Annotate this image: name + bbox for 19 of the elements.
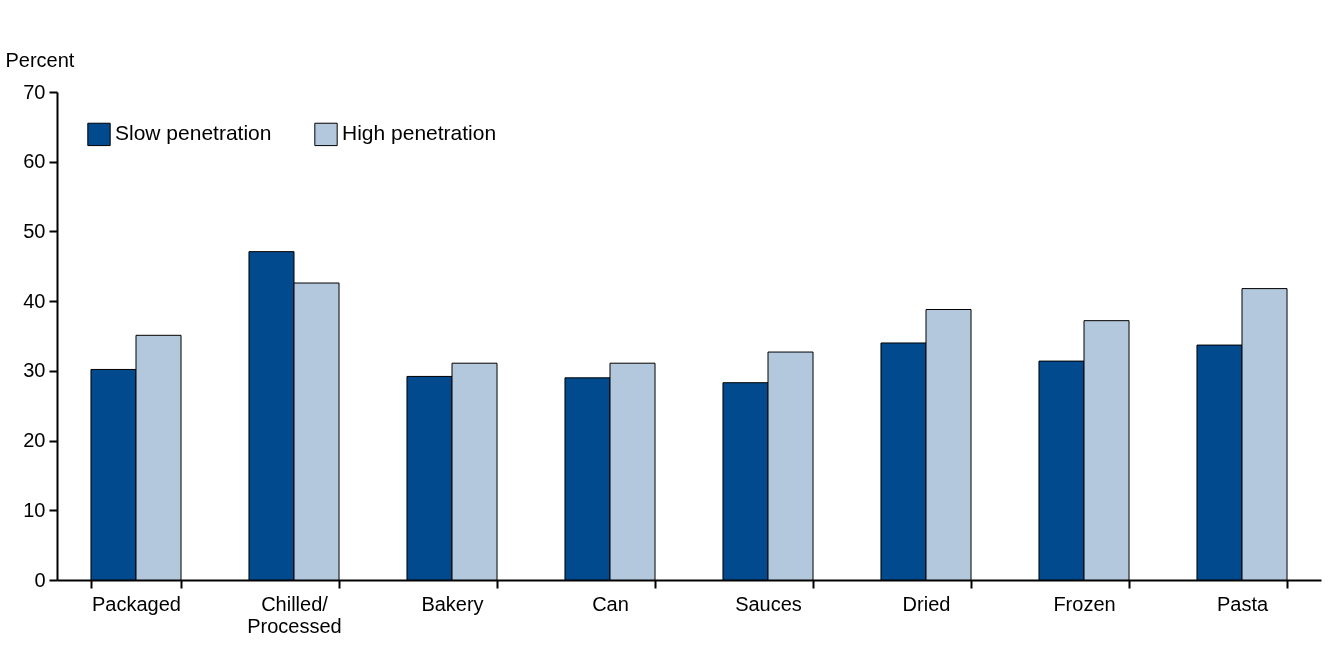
y-tick-label: 70 bbox=[23, 80, 46, 103]
x-tick-label: Frozen bbox=[1053, 592, 1116, 615]
y-tick-label: 40 bbox=[23, 289, 46, 312]
y-tick-label: 30 bbox=[23, 359, 46, 382]
y-tick-label: 60 bbox=[23, 150, 46, 173]
x-tick-label: Packaged bbox=[92, 592, 181, 615]
x-tick-label: Can bbox=[592, 592, 629, 615]
x-tick-label: Pasta bbox=[1216, 592, 1269, 615]
x-tick-label: Sauces bbox=[735, 592, 802, 615]
y-tick-label: 10 bbox=[23, 498, 46, 521]
legend-label: Slow penetration bbox=[115, 121, 272, 145]
legend-label: High penetration bbox=[342, 121, 497, 145]
y-tick-label: 50 bbox=[23, 219, 46, 242]
y-tick-label: 20 bbox=[23, 429, 46, 452]
y-axis-title: Percent bbox=[5, 48, 75, 71]
y-tick-label: 0 bbox=[34, 568, 46, 591]
x-tick-label: Chilled/ Processed bbox=[247, 592, 342, 637]
x-tick-label: Bakery bbox=[421, 592, 484, 615]
x-tick-label: Dried bbox=[902, 592, 951, 615]
